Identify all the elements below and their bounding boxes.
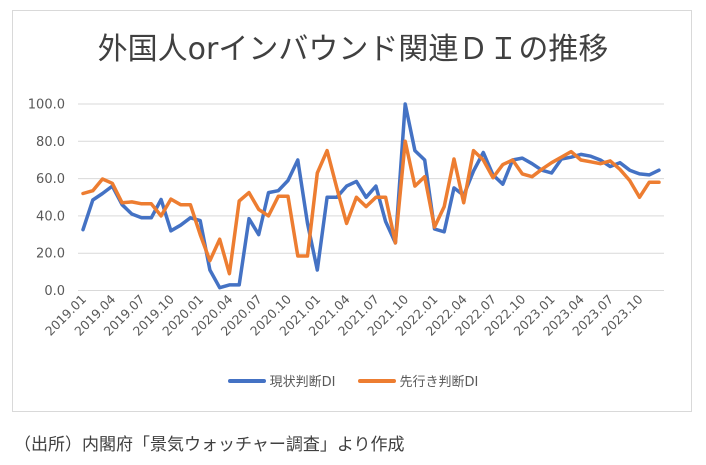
legend-swatch-current — [227, 378, 266, 383]
chart-legend: 現状判断DI 先行き判断DI — [0, 371, 706, 390]
series-line-current — [81, 102, 661, 290]
y-tick-label: 60.0 — [36, 172, 65, 187]
y-tick-label: 20.0 — [36, 247, 65, 262]
y-axis-ticks: 0.0 20.0 40.0 60.0 80.0 100.0 — [28, 98, 65, 300]
legend-label-current: 現状判断DI — [269, 375, 336, 390]
source-note: （出所）内閣府「景気ウォッチャー調査」より作成 — [14, 435, 405, 455]
series-line-outlook — [81, 139, 661, 276]
gridlines — [78, 103, 664, 291]
y-tick-label: 0.0 — [44, 284, 65, 299]
legend-item-current: 現状判断DI — [227, 371, 336, 390]
y-tick-label: 100.0 — [28, 98, 65, 113]
series-lines — [81, 102, 661, 290]
y-tick-label: 80.0 — [36, 135, 65, 150]
y-tick-label: 40.0 — [36, 209, 65, 224]
legend-item-outlook: 先行き判断DI — [357, 371, 479, 390]
legend-label-outlook: 先行き判断DI — [399, 375, 479, 390]
legend-swatch-outlook — [357, 378, 396, 383]
chart-title: 外国人orインバウンド関連ＤＩの推移 — [97, 32, 609, 67]
x-axis-ticks: 2019.012019.042019.072019.102020.012020.… — [42, 291, 646, 338]
